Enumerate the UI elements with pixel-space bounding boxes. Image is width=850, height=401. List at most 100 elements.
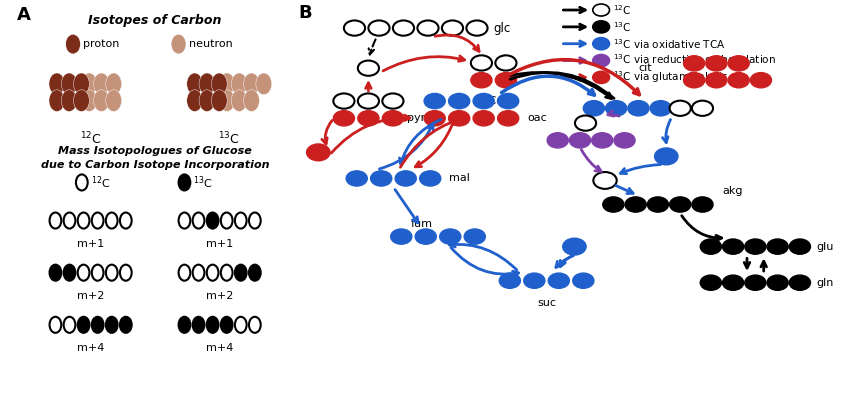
Circle shape [106,213,117,229]
Circle shape [368,20,389,36]
Circle shape [473,93,494,109]
Text: m+4: m+4 [76,343,105,353]
Text: A: A [17,6,31,24]
Text: $^{13}$C via oxidative TCA: $^{13}$C via oxidative TCA [614,37,726,51]
Circle shape [592,133,613,148]
Circle shape [583,101,604,116]
Circle shape [64,317,76,333]
Circle shape [683,73,705,88]
Circle shape [424,93,445,109]
Circle shape [592,55,609,67]
Circle shape [573,273,594,288]
Text: glc: glc [494,22,511,34]
Circle shape [77,265,89,281]
Text: $^{12}$C: $^{12}$C [91,174,110,191]
Circle shape [628,101,649,116]
Circle shape [467,20,488,36]
Text: gln: gln [817,278,834,288]
Circle shape [449,93,470,109]
Circle shape [178,317,190,333]
Circle shape [235,213,246,229]
Circle shape [193,317,204,333]
Circle shape [77,213,89,229]
Circle shape [424,111,445,126]
Circle shape [751,73,772,88]
Circle shape [603,197,624,212]
Circle shape [346,171,367,186]
Circle shape [120,317,132,333]
Circle shape [614,133,635,148]
Circle shape [420,171,441,186]
Circle shape [767,239,788,254]
Circle shape [73,73,89,95]
Circle shape [499,273,520,288]
Circle shape [212,90,227,111]
Text: pyr: pyr [407,113,426,123]
Circle shape [76,174,88,190]
Circle shape [105,73,122,95]
Circle shape [199,90,215,111]
Circle shape [358,93,379,109]
Circle shape [692,197,713,212]
Circle shape [178,213,190,229]
Circle shape [92,213,104,229]
Text: $^{13}$C: $^{13}$C [614,20,632,34]
Text: m+2: m+2 [206,291,234,301]
Circle shape [575,115,596,131]
Circle shape [94,90,110,111]
Circle shape [767,275,788,290]
Circle shape [66,35,79,53]
Circle shape [371,171,392,186]
Text: B: B [299,4,313,22]
Circle shape [105,90,122,111]
Circle shape [496,55,517,71]
Circle shape [496,73,517,88]
Text: proton: proton [83,39,120,49]
Circle shape [344,20,365,36]
Circle shape [49,90,65,111]
Circle shape [670,197,691,212]
Text: m+1: m+1 [77,239,105,249]
Circle shape [471,55,492,71]
Circle shape [592,38,609,50]
Circle shape [706,73,727,88]
Circle shape [221,265,233,281]
Circle shape [625,197,646,212]
Circle shape [212,73,227,95]
Circle shape [73,90,89,111]
Circle shape [94,73,110,95]
Text: m+2: m+2 [76,291,105,301]
Circle shape [745,239,766,254]
Circle shape [683,56,705,71]
Circle shape [464,229,485,244]
Circle shape [439,229,461,244]
Circle shape [61,90,77,111]
Circle shape [524,273,545,288]
Text: akg: akg [722,186,742,196]
Circle shape [235,317,246,333]
Circle shape [592,21,609,33]
Circle shape [178,265,190,281]
Circle shape [333,111,354,126]
Circle shape [790,239,810,254]
Text: suc: suc [537,298,556,308]
Circle shape [173,35,185,53]
Circle shape [391,229,412,244]
Circle shape [178,174,190,190]
Circle shape [415,229,436,244]
Text: $^{12}$C: $^{12}$C [614,3,632,17]
Circle shape [221,213,233,229]
Circle shape [249,317,261,333]
Circle shape [120,213,132,229]
Circle shape [64,213,76,229]
Circle shape [307,144,330,161]
Circle shape [722,275,744,290]
Circle shape [92,265,104,281]
Circle shape [219,90,235,111]
Circle shape [548,273,570,288]
Circle shape [120,265,132,281]
Circle shape [395,171,416,186]
Text: neutron: neutron [189,39,233,49]
Circle shape [49,317,61,333]
Text: $^{12}$C: $^{12}$C [80,130,101,147]
